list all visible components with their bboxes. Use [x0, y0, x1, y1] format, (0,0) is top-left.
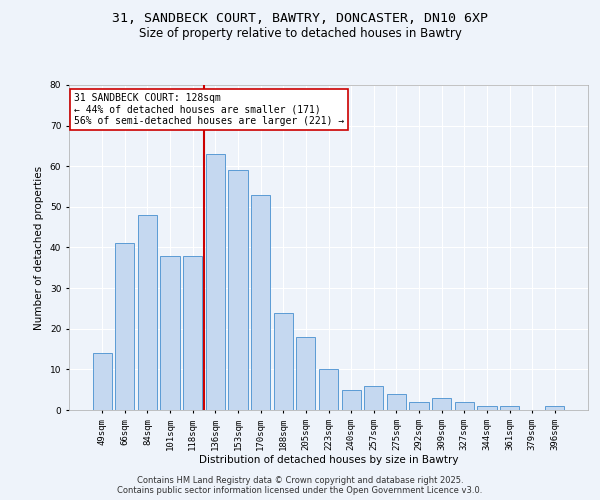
Bar	[251, 194, 270, 410]
Bar	[319, 370, 338, 410]
Bar	[387, 394, 406, 410]
Bar	[545, 406, 565, 410]
Bar	[500, 406, 519, 410]
Bar	[432, 398, 451, 410]
Text: Size of property relative to detached houses in Bawtry: Size of property relative to detached ho…	[139, 28, 461, 40]
Bar	[477, 406, 497, 410]
Bar	[229, 170, 248, 410]
Bar	[455, 402, 474, 410]
Bar	[115, 244, 134, 410]
X-axis label: Distribution of detached houses by size in Bawtry: Distribution of detached houses by size …	[199, 456, 458, 466]
Bar	[341, 390, 361, 410]
Bar	[183, 256, 202, 410]
Bar	[409, 402, 428, 410]
Text: 31, SANDBECK COURT, BAWTRY, DONCASTER, DN10 6XP: 31, SANDBECK COURT, BAWTRY, DONCASTER, D…	[112, 12, 488, 26]
Bar	[92, 353, 112, 410]
Y-axis label: Number of detached properties: Number of detached properties	[34, 166, 44, 330]
Bar	[296, 337, 316, 410]
Bar	[160, 256, 180, 410]
Bar	[206, 154, 225, 410]
Bar	[364, 386, 383, 410]
Text: 31 SANDBECK COURT: 128sqm
← 44% of detached houses are smaller (171)
56% of semi: 31 SANDBECK COURT: 128sqm ← 44% of detac…	[74, 93, 344, 126]
Text: Contains HM Land Registry data © Crown copyright and database right 2025.
Contai: Contains HM Land Registry data © Crown c…	[118, 476, 482, 495]
Bar	[138, 215, 157, 410]
Bar	[274, 312, 293, 410]
